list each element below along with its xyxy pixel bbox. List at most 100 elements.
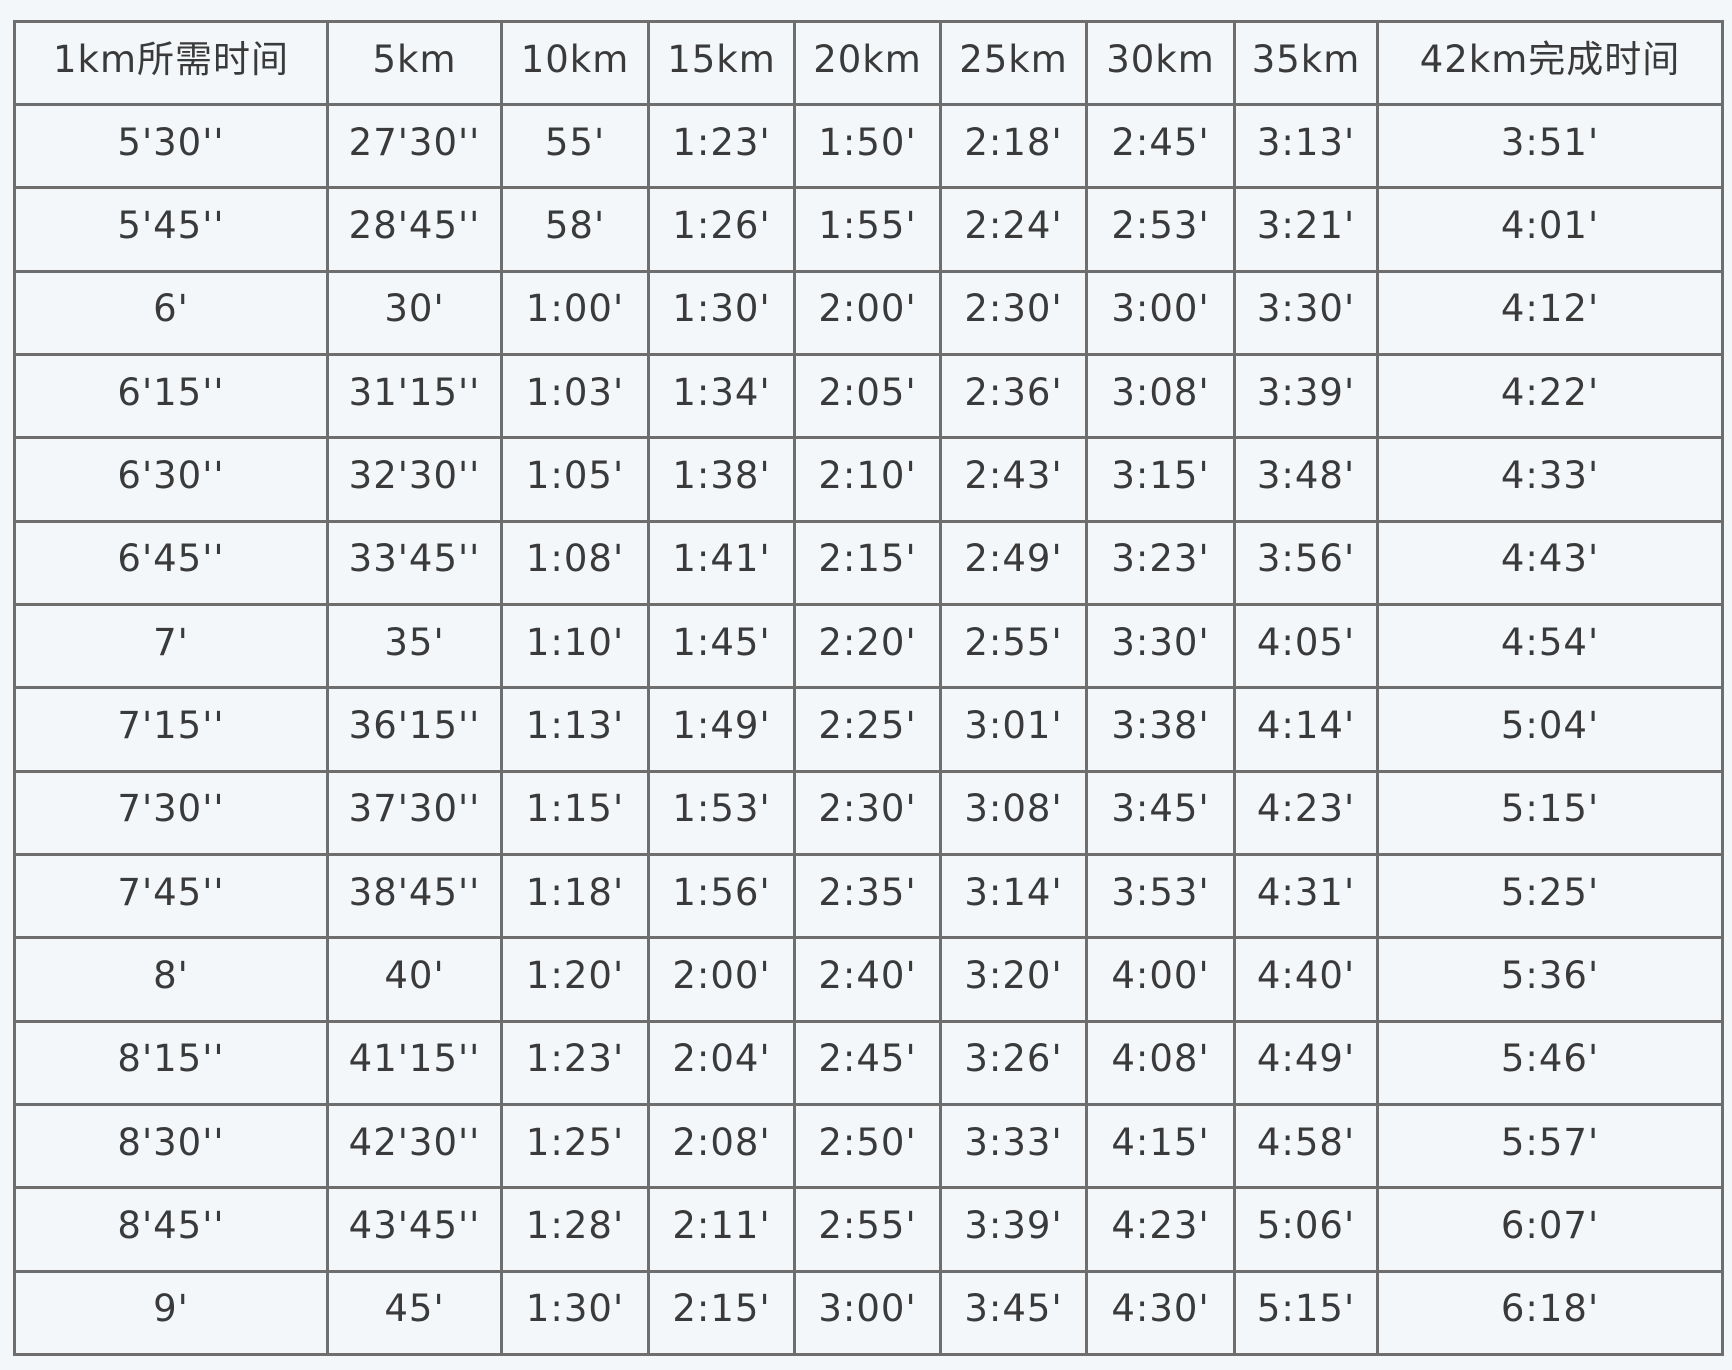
split-5km-cell: 28'45'' (326, 186, 503, 273)
split-20km-cell: 2:00' (793, 269, 942, 356)
split-30km-cell: 4:23' (1085, 1186, 1236, 1273)
table-row: 9' 45' 1:30' 2:15' 3:00' 3:45' 4:30' 5:15' 6:18' (13, 1269, 1724, 1357)
split-10km-cell: 1:03' (500, 352, 650, 440)
pace-per-km-cell: 5'45'' (13, 186, 329, 273)
split-5km-cell: 30' (326, 269, 503, 356)
split-5km-cell: 37'30'' (326, 769, 503, 856)
split-35km-cell: 5:15' (1233, 1269, 1379, 1357)
split-10km-cell: 1:23' (500, 1019, 650, 1106)
split-30km-cell: 3:38' (1085, 686, 1236, 773)
table-row: 7'30'' 37'30'' 1:15' 1:53' 2:30' 3:08' 3:45' 4:… (13, 769, 1724, 856)
split-5km-cell: 42'30'' (326, 1102, 503, 1190)
split-15km-cell: 1:56' (647, 852, 796, 940)
split-10km-cell: 1:28' (500, 1186, 650, 1273)
finish-42km-cell: 4:33' (1376, 436, 1724, 523)
split-20km-cell: 2:40' (793, 936, 942, 1023)
pace-per-km-cell: 6'45'' (13, 519, 329, 606)
split-15km-cell: 2:11' (647, 1186, 796, 1273)
split-25km-cell: 2:18' (939, 102, 1088, 190)
split-35km-cell: 4:23' (1233, 769, 1379, 856)
split-15km-cell: 2:08' (647, 1102, 796, 1190)
header-10km: 10km (500, 20, 650, 106)
split-20km-cell: 2:05' (793, 352, 942, 440)
split-15km-cell: 2:04' (647, 1019, 796, 1106)
finish-42km-cell: 5:04' (1376, 686, 1724, 773)
split-10km-cell: 1:13' (500, 686, 650, 773)
split-35km-cell: 3:13' (1233, 102, 1379, 190)
split-20km-cell: 2:50' (793, 1102, 942, 1190)
split-30km-cell: 4:30' (1085, 1269, 1236, 1357)
split-30km-cell: 3:00' (1085, 269, 1236, 356)
split-20km-cell: 2:30' (793, 769, 942, 856)
pace-per-km-cell: 6'30'' (13, 436, 329, 523)
split-15km-cell: 1:53' (647, 769, 796, 856)
split-10km-cell: 58' (500, 186, 650, 273)
table-body: 5'30'' 27'30'' 55' 1:23' 1:50' 2:18' 2:45' 3:13… (13, 102, 1724, 1357)
split-20km-cell: 2:35' (793, 852, 942, 940)
split-10km-cell: 1:20' (500, 936, 650, 1023)
split-30km-cell: 3:45' (1085, 769, 1236, 856)
split-15km-cell: 1:38' (647, 436, 796, 523)
split-5km-cell: 45' (326, 1269, 503, 1357)
split-25km-cell: 2:36' (939, 352, 1088, 440)
split-10km-cell: 1:15' (500, 769, 650, 856)
split-15km-cell: 1:49' (647, 686, 796, 773)
pace-per-km-cell: 8'45'' (13, 1186, 329, 1273)
pace-table: 1km所需时间 5km 10km 15km 20km 25km 30km 35k… (13, 20, 1724, 1357)
table-row: 5'30'' 27'30'' 55' 1:23' 1:50' 2:18' 2:45' 3:13… (13, 102, 1724, 190)
header-pace-per-km: 1km所需时间 (13, 20, 329, 106)
table-row: 6'45'' 33'45'' 1:08' 1:41' 2:15' 2:49' 3:23' 3:… (13, 519, 1724, 606)
header-35km: 35km (1233, 20, 1379, 106)
finish-42km-cell: 4:43' (1376, 519, 1724, 606)
split-30km-cell: 4:08' (1085, 1019, 1236, 1106)
split-5km-cell: 32'30'' (326, 436, 503, 523)
split-35km-cell: 5:06' (1233, 1186, 1379, 1273)
split-35km-cell: 4:31' (1233, 852, 1379, 940)
split-30km-cell: 3:08' (1085, 352, 1236, 440)
split-25km-cell: 3:33' (939, 1102, 1088, 1190)
pace-per-km-cell: 8'15'' (13, 1019, 329, 1106)
table-row: 8'30'' 42'30'' 1:25' 2:08' 2:50' 3:33' 4:15' 4:… (13, 1102, 1724, 1190)
pace-per-km-cell: 8' (13, 936, 329, 1023)
split-25km-cell: 3:39' (939, 1186, 1088, 1273)
finish-42km-cell: 4:22' (1376, 352, 1724, 440)
finish-42km-cell: 5:57' (1376, 1102, 1724, 1190)
split-5km-cell: 36'15'' (326, 686, 503, 773)
split-10km-cell: 1:05' (500, 436, 650, 523)
split-30km-cell: 2:45' (1085, 102, 1236, 190)
pace-per-km-cell: 7'30'' (13, 769, 329, 856)
split-25km-cell: 2:43' (939, 436, 1088, 523)
split-15km-cell: 1:41' (647, 519, 796, 606)
split-20km-cell: 2:25' (793, 686, 942, 773)
split-25km-cell: 2:30' (939, 269, 1088, 356)
finish-42km-cell: 5:36' (1376, 936, 1724, 1023)
split-10km-cell: 1:00' (500, 269, 650, 356)
split-35km-cell: 4:40' (1233, 936, 1379, 1023)
table-row: 6' 30' 1:00' 1:30' 2:00' 2:30' 3:00' 3:30' 4:12' (13, 269, 1724, 356)
split-15km-cell: 2:00' (647, 936, 796, 1023)
table-row: 6'30'' 32'30'' 1:05' 1:38' 2:10' 2:43' 3:15' 3:… (13, 436, 1724, 523)
split-20km-cell: 2:55' (793, 1186, 942, 1273)
table-row: 8' 40' 1:20' 2:00' 2:40' 3:20' 4:00' 4:40' 5:36' (13, 936, 1724, 1023)
split-35km-cell: 4:05' (1233, 602, 1379, 690)
split-20km-cell: 2:15' (793, 519, 942, 606)
split-5km-cell: 31'15'' (326, 352, 503, 440)
pace-per-km-cell: 6'15'' (13, 352, 329, 440)
header-15km: 15km (647, 20, 796, 106)
table-row: 8'45'' 43'45'' 1:28' 2:11' 2:55' 3:39' 4:23' 5:… (13, 1186, 1724, 1273)
split-10km-cell: 1:10' (500, 602, 650, 690)
split-15km-cell: 1:26' (647, 186, 796, 273)
table-row: 6'15'' 31'15'' 1:03' 1:34' 2:05' 2:36' 3:08' 3:… (13, 352, 1724, 440)
pace-per-km-cell: 7'45'' (13, 852, 329, 940)
table-header: 1km所需时间 5km 10km 15km 20km 25km 30km 35k… (13, 20, 1724, 106)
split-25km-cell: 3:20' (939, 936, 1088, 1023)
split-5km-cell: 27'30'' (326, 102, 503, 190)
split-10km-cell: 1:25' (500, 1102, 650, 1190)
split-5km-cell: 38'45'' (326, 852, 503, 940)
split-20km-cell: 1:50' (793, 102, 942, 190)
split-30km-cell: 4:00' (1085, 936, 1236, 1023)
table-row: 7'45'' 38'45'' 1:18' 1:56' 2:35' 3:14' 3:53' 4:… (13, 852, 1724, 940)
pace-per-km-cell: 7' (13, 602, 329, 690)
pace-per-km-cell: 6' (13, 269, 329, 356)
